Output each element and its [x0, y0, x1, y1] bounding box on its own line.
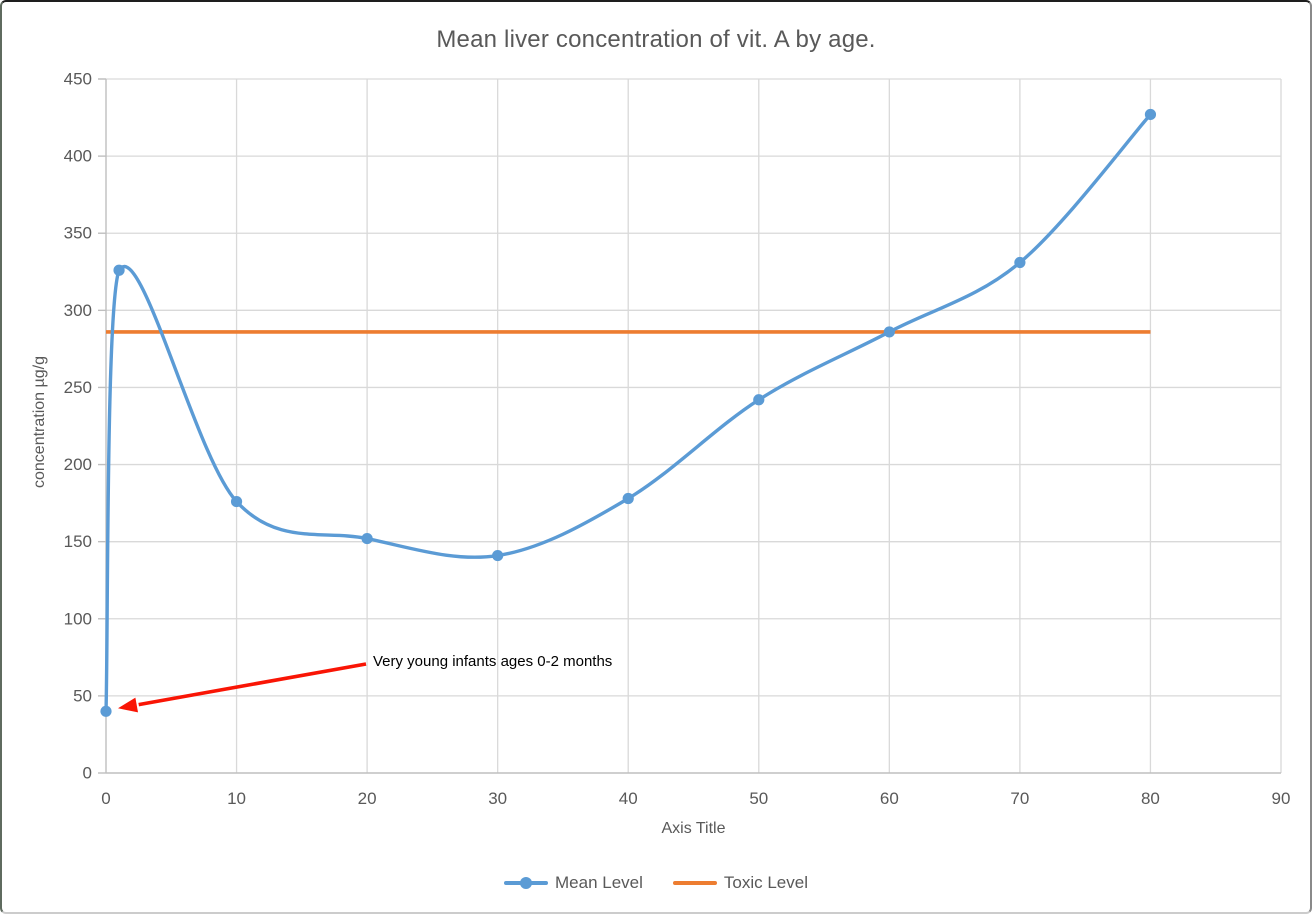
y-tick-label: 250 — [64, 378, 92, 397]
data-point-marker — [622, 492, 634, 505]
x-tick-label: 50 — [749, 789, 768, 808]
x-tick-label: 90 — [1272, 789, 1291, 808]
annotation-text: Very young infants ages 0-2 months — [373, 653, 613, 670]
x-tick-label: 80 — [1141, 789, 1160, 808]
y-tick-label: 350 — [64, 224, 92, 243]
chart-title: Mean liver concentration of vit. A by ag… — [436, 26, 876, 53]
data-point-marker — [492, 549, 504, 562]
x-tick-label: 10 — [227, 789, 246, 808]
data-point-marker — [1144, 108, 1157, 121]
data-point-marker — [113, 264, 125, 276]
y-tick-label: 200 — [64, 455, 92, 474]
y-tick-label: 400 — [64, 147, 92, 166]
data-point-marker — [361, 532, 373, 545]
y-axis-title: concentration µg/g — [31, 356, 48, 488]
y-tick-label: 100 — [64, 609, 92, 628]
x-tick-label: 20 — [358, 789, 377, 808]
x-tick-label: 40 — [619, 789, 638, 808]
legend-label-toxic-level: Toxic Level — [723, 873, 808, 892]
x-tick-label: 60 — [880, 789, 899, 808]
x-axis-title: Axis Title — [661, 820, 726, 837]
x-tick-label: 70 — [1010, 789, 1029, 808]
x-tick-label: 0 — [101, 789, 110, 808]
data-point-marker — [1014, 256, 1026, 269]
data-point-marker — [753, 394, 765, 406]
legend-item-mean-level: Mean Level — [504, 873, 643, 893]
legend-item-toxic-level: Toxic Level — [672, 873, 808, 893]
data-point-marker — [100, 705, 112, 717]
annotation-arrowhead — [118, 697, 139, 713]
y-tick-label: 450 — [64, 70, 92, 89]
data-point-marker — [230, 495, 243, 508]
y-tick-label: 50 — [73, 686, 92, 705]
mean-level-line-marker-icon — [504, 877, 548, 889]
data-point-marker — [883, 326, 895, 338]
y-tick-label: 0 — [83, 764, 92, 783]
legend-label-mean-level: Mean Level — [555, 873, 643, 892]
x-tick-label: 30 — [488, 789, 507, 808]
legend: Mean Level Toxic Level — [2, 873, 1310, 893]
y-tick-label: 150 — [64, 532, 92, 551]
annotation-arrow-shaft — [138, 662, 367, 707]
y-tick-label: 300 — [64, 301, 92, 320]
toxic-level-line-icon — [672, 877, 717, 889]
